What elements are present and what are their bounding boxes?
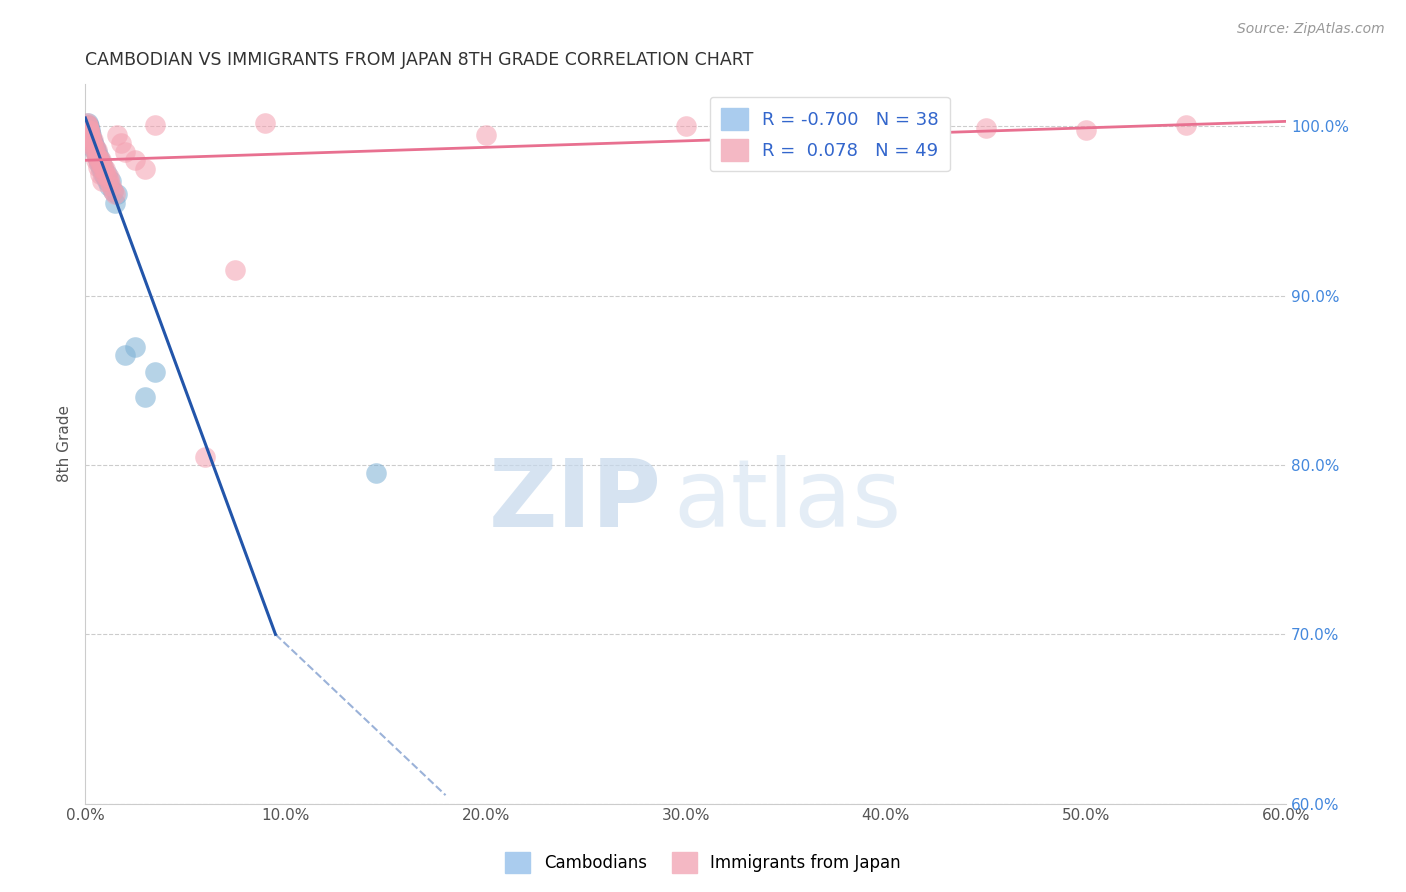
Point xyxy=(114,145,136,159)
Point xyxy=(100,173,122,187)
Point xyxy=(364,467,387,481)
Point xyxy=(90,157,112,171)
Point xyxy=(90,153,112,168)
Point xyxy=(89,150,111,164)
Text: CAMBODIAN VS IMMIGRANTS FROM JAPAN 8TH GRADE CORRELATION CHART: CAMBODIAN VS IMMIGRANTS FROM JAPAN 8TH G… xyxy=(86,51,754,69)
Legend: R = -0.700   N = 38, R =  0.078   N = 49: R = -0.700 N = 38, R = 0.078 N = 49 xyxy=(710,96,949,171)
Point xyxy=(194,450,217,464)
Point xyxy=(93,161,115,176)
Point xyxy=(105,128,128,142)
Point xyxy=(145,118,167,132)
Point xyxy=(80,128,103,142)
Point xyxy=(80,131,103,145)
Point xyxy=(134,390,156,404)
Point xyxy=(94,161,117,176)
Point xyxy=(84,141,107,155)
Point xyxy=(87,160,110,174)
Point xyxy=(104,195,127,210)
Point xyxy=(114,348,136,362)
Point xyxy=(79,123,101,137)
Point xyxy=(84,141,107,155)
Point xyxy=(145,365,167,379)
Point xyxy=(82,136,104,151)
Point xyxy=(89,153,111,168)
Point xyxy=(77,116,100,130)
Point xyxy=(86,143,108,157)
Point xyxy=(124,339,146,353)
Point xyxy=(79,123,101,137)
Text: ZIP: ZIP xyxy=(489,456,662,548)
Point xyxy=(94,170,117,185)
Point xyxy=(103,184,125,198)
Point xyxy=(79,124,101,138)
Y-axis label: 8th Grade: 8th Grade xyxy=(58,405,72,483)
Point xyxy=(80,131,103,145)
Point xyxy=(79,128,101,142)
Text: atlas: atlas xyxy=(673,456,901,548)
Point xyxy=(103,184,125,198)
Point xyxy=(84,145,107,159)
Point xyxy=(134,161,156,176)
Legend: Cambodians, Immigrants from Japan: Cambodians, Immigrants from Japan xyxy=(499,846,907,880)
Point xyxy=(1174,118,1197,132)
Point xyxy=(87,153,110,168)
Point xyxy=(86,150,108,164)
Point xyxy=(98,173,121,187)
Point xyxy=(82,136,104,151)
Point xyxy=(82,140,104,154)
Point xyxy=(79,126,101,140)
Point xyxy=(89,167,111,181)
Point xyxy=(86,150,108,164)
Point xyxy=(875,116,897,130)
Point xyxy=(77,118,100,132)
Point xyxy=(254,116,277,130)
Point xyxy=(84,140,107,154)
Point xyxy=(93,167,115,181)
Point xyxy=(79,123,101,137)
Point xyxy=(96,173,118,187)
Point xyxy=(474,128,496,142)
Point xyxy=(86,145,108,159)
Point xyxy=(91,173,114,187)
Point xyxy=(77,120,100,134)
Text: Source: ZipAtlas.com: Source: ZipAtlas.com xyxy=(1237,22,1385,37)
Point xyxy=(83,143,105,157)
Point xyxy=(82,135,104,149)
Point xyxy=(96,170,118,185)
Point xyxy=(90,161,112,176)
Point xyxy=(110,136,132,151)
Point xyxy=(90,155,112,169)
Point xyxy=(93,160,115,174)
Point xyxy=(80,133,103,147)
Point xyxy=(89,157,111,171)
Point xyxy=(82,133,104,147)
Point xyxy=(86,145,108,159)
Point xyxy=(94,167,117,181)
Point xyxy=(86,153,108,168)
Point xyxy=(974,121,997,136)
Point xyxy=(79,120,101,134)
Point xyxy=(224,263,246,277)
Point xyxy=(1074,123,1097,137)
Point xyxy=(76,116,98,130)
Point xyxy=(79,121,101,136)
Point xyxy=(104,187,127,202)
Point xyxy=(675,120,697,134)
Point xyxy=(96,167,118,181)
Point xyxy=(82,133,104,147)
Point xyxy=(82,136,104,151)
Point xyxy=(124,153,146,168)
Point xyxy=(100,178,122,193)
Point xyxy=(105,187,128,202)
Point xyxy=(93,160,115,174)
Point xyxy=(89,152,111,166)
Point xyxy=(98,178,121,193)
Point xyxy=(77,118,100,132)
Point xyxy=(98,170,121,185)
